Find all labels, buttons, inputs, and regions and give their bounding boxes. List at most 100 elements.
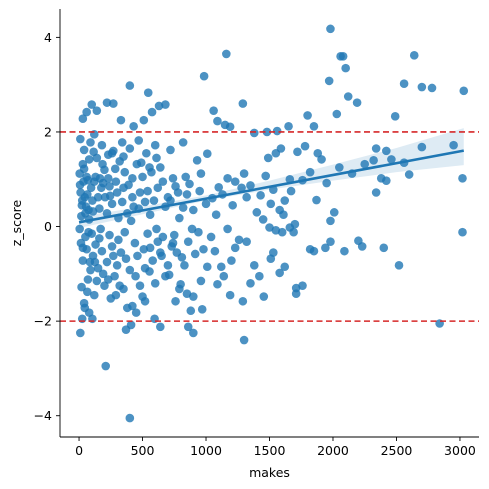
data-point (135, 188, 145, 197)
regression-line (78, 149, 465, 224)
y-tick-label: −4 (34, 408, 52, 423)
data-point (195, 186, 204, 196)
data-point (249, 128, 259, 138)
data-point (269, 248, 278, 257)
x-tick-label: 2500 (381, 443, 413, 458)
data-point (91, 240, 100, 249)
data-point (394, 261, 404, 270)
data-point (326, 237, 335, 246)
x-tick-label: 2000 (317, 443, 349, 458)
y-tick-label: 2 (44, 124, 52, 139)
data-point (371, 188, 381, 197)
data-point (175, 284, 184, 294)
data-point (119, 152, 128, 161)
data-point (120, 167, 130, 177)
data-point (76, 188, 85, 197)
data-point (103, 150, 113, 159)
data-point (86, 183, 96, 193)
data-point (95, 174, 105, 183)
regression-layer (78, 149, 465, 224)
data-point (143, 88, 153, 98)
data-point (329, 208, 339, 217)
data-point (95, 234, 104, 243)
data-point (82, 107, 91, 117)
data-point (178, 138, 188, 147)
data-point (252, 208, 262, 217)
data-point (83, 175, 93, 185)
data-point (89, 290, 99, 300)
data-point (183, 237, 193, 246)
data-point (80, 303, 90, 313)
data-point (300, 141, 310, 151)
data-point (449, 140, 458, 150)
data-point (225, 122, 235, 132)
data-point (125, 81, 135, 90)
data-point (142, 148, 151, 158)
data-point (322, 178, 331, 188)
data-point (101, 361, 111, 371)
data-point (139, 115, 149, 125)
data-point (119, 183, 128, 193)
data-point (78, 256, 88, 265)
data-point (246, 181, 255, 190)
data-point (259, 292, 269, 301)
data-point (223, 224, 232, 234)
x-axis-label: makes (249, 465, 290, 480)
data-point (298, 281, 307, 290)
data-point (139, 244, 149, 254)
data-point (459, 86, 469, 96)
data-point (100, 192, 110, 202)
data-point (213, 116, 222, 126)
data-point (458, 174, 467, 183)
data-point (120, 227, 130, 237)
data-point (181, 172, 190, 182)
data-point (284, 121, 293, 131)
data-point (180, 261, 189, 270)
data-point (81, 209, 90, 218)
x-tick-label: 500 (131, 443, 155, 458)
data-point (84, 155, 94, 164)
data-point (86, 138, 95, 147)
data-point (209, 106, 218, 115)
data-point (255, 271, 264, 281)
data-point (387, 155, 396, 164)
data-point (379, 243, 389, 253)
data-point (128, 192, 137, 202)
data-point (156, 163, 165, 172)
data-point (110, 271, 119, 281)
data-point (140, 296, 150, 306)
data-point (111, 177, 121, 186)
data-point (196, 276, 206, 286)
data-point (149, 196, 159, 205)
data-point (177, 252, 187, 262)
y-ticks-layer: −4 −2 0 2 4 (34, 30, 60, 423)
data-point (147, 107, 157, 117)
data-point (360, 159, 370, 169)
data-point (190, 249, 200, 259)
data-point (129, 121, 138, 131)
data-point (276, 144, 286, 153)
data-point (77, 196, 87, 205)
data-point (116, 248, 126, 257)
confidence-band-layer (79, 128, 464, 228)
data-point (152, 153, 161, 163)
data-point (404, 170, 414, 179)
data-point (76, 328, 85, 338)
data-point (98, 269, 108, 279)
data-point (182, 190, 192, 199)
data-point (321, 243, 330, 253)
data-point (280, 196, 290, 205)
data-point (183, 322, 193, 332)
data-point (239, 335, 249, 345)
y-tick-label: −2 (34, 314, 52, 329)
data-point (369, 156, 378, 165)
data-point (186, 306, 196, 316)
data-point (417, 142, 427, 152)
data-point (332, 109, 342, 119)
data-point (93, 192, 103, 202)
data-point (196, 169, 206, 178)
data-point (131, 271, 140, 281)
data-point (97, 246, 107, 256)
data-point (102, 98, 112, 107)
